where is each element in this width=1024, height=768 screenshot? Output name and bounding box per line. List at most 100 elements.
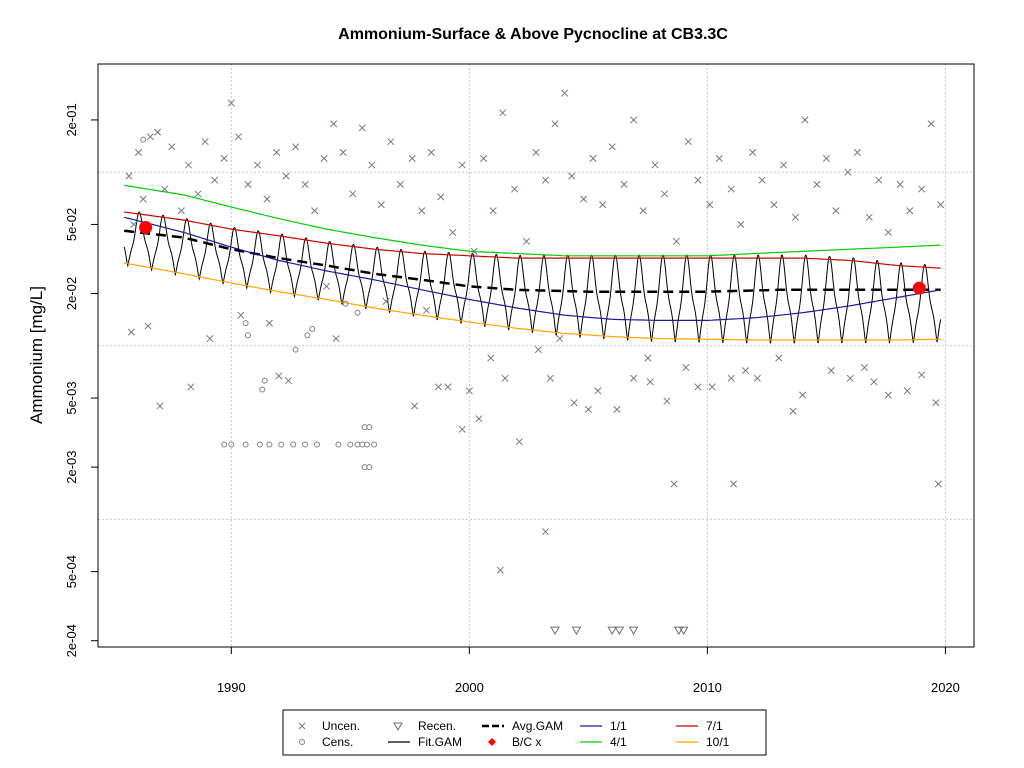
uncensored-point xyxy=(639,207,647,215)
cross-stroke xyxy=(860,363,869,372)
cross-stroke xyxy=(608,143,616,151)
cross-stroke xyxy=(127,328,135,336)
cross-stroke xyxy=(282,172,290,180)
cross-stroke xyxy=(546,374,554,382)
uncensored-point xyxy=(860,363,869,372)
cross-stroke xyxy=(541,176,550,184)
censored-point xyxy=(256,441,263,448)
uncensored-point xyxy=(534,346,542,354)
uncensored-point xyxy=(932,399,940,407)
uncensored-point xyxy=(546,374,554,382)
cross-stroke xyxy=(651,161,659,169)
cross-stroke xyxy=(177,207,185,215)
cross-stroke xyxy=(320,154,328,162)
recensored-point xyxy=(628,626,639,636)
uncensored-point xyxy=(418,207,426,215)
uncensored-point xyxy=(177,207,185,215)
cross-stroke xyxy=(465,387,473,395)
uncensored-point xyxy=(134,148,143,156)
cross-stroke xyxy=(672,237,680,245)
uncensored-point xyxy=(589,154,597,162)
cross-stroke xyxy=(130,220,138,229)
uncensored-point xyxy=(377,201,385,209)
uncensored-point xyxy=(422,306,431,314)
legend-item: 10/1 xyxy=(676,735,730,749)
cross-stroke xyxy=(487,354,495,362)
uncensored-point xyxy=(272,148,281,156)
cross-stroke xyxy=(234,133,242,141)
censored-point xyxy=(304,332,311,339)
cross-stroke xyxy=(896,180,904,188)
uncensored-point xyxy=(284,377,292,385)
recensored-point xyxy=(550,626,560,636)
legend-item: Fit.GAM xyxy=(388,735,462,749)
uncensored-point xyxy=(775,354,783,362)
uncensored-point xyxy=(918,371,926,379)
cross-stroke xyxy=(934,480,942,488)
cross-stroke xyxy=(265,319,273,327)
cross-stroke xyxy=(620,180,628,188)
series-4-1-line xyxy=(124,184,941,257)
cross-stroke xyxy=(853,148,861,156)
legend-label: 7/1 xyxy=(706,719,723,733)
cross-stroke xyxy=(630,374,638,382)
censored-point xyxy=(335,441,342,448)
uncensored-point xyxy=(568,172,576,180)
x-tick-label: 2010 xyxy=(693,680,722,695)
cross-stroke xyxy=(368,161,376,169)
legend-item: B/C x xyxy=(488,735,541,749)
uncensored-point xyxy=(244,180,252,188)
uncensored-point xyxy=(496,566,504,574)
cross-stroke xyxy=(715,154,723,162)
cross-stroke xyxy=(489,207,497,215)
cross-stroke xyxy=(561,89,569,97)
cross-stroke xyxy=(144,322,152,330)
legend-item: Avg.GAM xyxy=(482,719,563,733)
uncensored-point xyxy=(846,374,854,382)
cross-stroke xyxy=(237,311,245,319)
uncensored-point xyxy=(694,176,702,184)
axes: 1990 2000 2010 2020 2e-04 5e-04 2e-03 5e-03 2e-0… xyxy=(64,103,960,695)
legend-item: Cens. xyxy=(299,735,353,749)
legend-label: Fit.GAM xyxy=(418,735,462,749)
grid xyxy=(98,64,974,647)
cross-stroke xyxy=(184,161,193,169)
bc-point xyxy=(139,221,153,235)
cross-stroke xyxy=(708,383,716,391)
legend: Uncen. Cens. Recen. Fit.GAM Avg.GAM B/C x 1/1 4… xyxy=(282,709,767,756)
cross-stroke xyxy=(263,195,271,203)
uncensored-point xyxy=(672,237,680,245)
cross-stroke xyxy=(396,180,404,188)
cross-stroke xyxy=(589,154,597,162)
cross-stroke xyxy=(411,402,419,410)
uncensored-point xyxy=(918,185,926,193)
series-10-1-line xyxy=(124,262,941,341)
uncensored-point xyxy=(220,154,228,162)
uncensored-point xyxy=(146,133,154,141)
cross-stroke xyxy=(694,383,702,391)
uncensored-point xyxy=(408,154,416,162)
censored-point xyxy=(266,441,273,448)
cross-stroke xyxy=(522,237,531,245)
cross-stroke xyxy=(382,297,390,306)
cross-stroke xyxy=(153,128,162,136)
uncensored-point xyxy=(444,383,452,391)
uncensored-point xyxy=(201,138,209,146)
uncensored-point xyxy=(865,213,873,221)
cross-stroke xyxy=(737,220,745,229)
censored-point xyxy=(140,136,147,143)
cross-stroke xyxy=(580,195,588,203)
uncensored-point xyxy=(332,335,340,343)
cross-stroke xyxy=(906,207,914,215)
legend-item: Uncen. xyxy=(298,719,360,733)
uncensored-point xyxy=(753,374,761,382)
censored-point xyxy=(244,332,251,339)
cross-stroke xyxy=(427,148,435,156)
cross-stroke xyxy=(694,176,702,184)
uncensored-point xyxy=(832,207,840,215)
censored-point xyxy=(278,441,285,448)
uncensored-point xyxy=(934,480,942,488)
cross-stroke xyxy=(272,148,281,156)
cross-stroke xyxy=(161,185,169,193)
